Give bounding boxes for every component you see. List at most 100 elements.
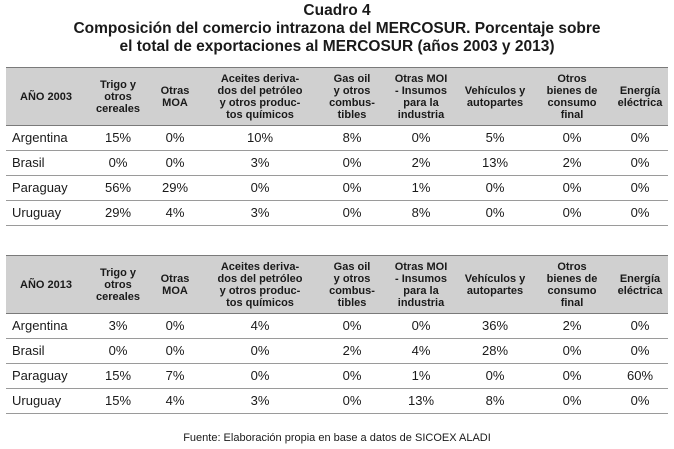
column-header-line: MOA xyxy=(162,96,188,109)
value-cell: 0% xyxy=(612,175,668,201)
country-cell: Argentina xyxy=(6,125,86,151)
column-header: Otras MOA xyxy=(150,255,200,314)
value-cell: 0% xyxy=(532,363,612,389)
column-header-line: Otras MOI xyxy=(394,260,448,273)
table-row: Paraguay 56% 29% 0% 0% 1% 0% 0% 0% xyxy=(6,175,668,201)
value-cell: 29% xyxy=(86,200,150,226)
column-header-line: - Insumos xyxy=(395,272,447,285)
column-header-line: Trigo y xyxy=(99,78,137,91)
column-header: Otros bienes de consumo final xyxy=(532,67,612,126)
table-header-row: AÑO 2013 Trigo y otros cereales Otras MOA Acei… xyxy=(6,255,668,314)
value-cell: 3% xyxy=(200,200,320,226)
value-cell: 60% xyxy=(612,363,668,389)
value-cell: 0% xyxy=(320,200,384,226)
column-header-line: y otros xyxy=(333,84,371,97)
column-header: Gas oil y otros combus-tibles xyxy=(320,255,384,314)
value-cell: 0% xyxy=(612,200,668,226)
column-header-line: eléctrica xyxy=(617,284,663,297)
column-header-line: industria xyxy=(397,296,445,309)
column-header-line: otros xyxy=(104,90,132,103)
column-header-line: Vehículos y xyxy=(464,84,526,97)
column-header-line: tos químicos xyxy=(226,108,294,121)
value-cell: 2% xyxy=(384,150,458,176)
value-cell: 0% xyxy=(200,338,320,364)
value-cell: 5% xyxy=(458,125,532,151)
column-header: Energía eléctrica xyxy=(612,67,668,126)
column-header-line: eléctrica xyxy=(617,96,663,109)
column-header-line: tibles xyxy=(337,108,367,121)
table-row: Paraguay 15% 7% 0% 0% 1% 0% 0% 60% xyxy=(6,363,668,389)
table-title-line-1: Composición del comercio intrazona del M… xyxy=(73,20,601,37)
country-cell: Uruguay xyxy=(6,388,86,414)
column-header-line: Trigo y xyxy=(99,266,137,279)
value-cell: 0% xyxy=(612,125,668,151)
year-label: AÑO 2003 xyxy=(6,67,86,126)
column-header-line: bienes de xyxy=(546,84,598,97)
column-header: Otros bienes de consumo final xyxy=(532,255,612,314)
column-header-line: consumo xyxy=(547,96,597,109)
column-header-line: otros xyxy=(104,278,132,291)
value-cell: 0% xyxy=(150,125,200,151)
table-body: Argentina 3% 0% 4% 0% 0% 36% 2% 0% Brasil 0% 0% 0% 2%… xyxy=(6,313,668,414)
column-header: Trigo y otros cereales xyxy=(86,67,150,126)
column-header-line: autopartes xyxy=(466,96,524,109)
value-cell: 13% xyxy=(458,150,532,176)
value-cell: 8% xyxy=(320,125,384,151)
value-cell: 15% xyxy=(86,363,150,389)
value-cell: 2% xyxy=(532,313,612,339)
column-header-line: Energía xyxy=(619,272,661,285)
value-cell: 4% xyxy=(150,200,200,226)
value-cell: 0% xyxy=(458,200,532,226)
value-cell: 15% xyxy=(86,388,150,414)
year-label: AÑO 2013 xyxy=(6,255,86,314)
table-2013: AÑO 2013 Trigo y otros cereales Otras MOA Acei… xyxy=(6,255,668,414)
column-header: Aceites deriva-dos del petróleo y otros p… xyxy=(200,67,320,126)
column-header-line: cereales xyxy=(95,102,141,115)
value-cell: 0% xyxy=(384,125,458,151)
country-cell: Uruguay xyxy=(6,200,86,226)
column-header: Aceites deriva-dos del petróleo y otros p… xyxy=(200,255,320,314)
table-row: Brasil 0% 0% 3% 0% 2% 13% 2% 0% xyxy=(6,150,668,176)
table-heading: Cuadro 4 Composición del comercio intraz… xyxy=(0,0,674,56)
column-header-line: Gas oil xyxy=(333,260,371,273)
value-cell: 0% xyxy=(150,338,200,364)
column-header-line: y otros produc- xyxy=(219,284,301,297)
column-header-line: autopartes xyxy=(466,284,524,297)
column-header-line: y otros xyxy=(333,272,371,285)
value-cell: 0% xyxy=(150,313,200,339)
country-cell: Argentina xyxy=(6,313,86,339)
value-cell: 3% xyxy=(200,150,320,176)
value-cell: 7% xyxy=(150,363,200,389)
country-cell: Brasil xyxy=(6,150,86,176)
column-header-line: Otras MOI xyxy=(394,72,448,85)
value-cell: 0% xyxy=(320,150,384,176)
table-header-row: AÑO 2003 Trigo y otros cereales Otras MOA Acei… xyxy=(6,67,668,126)
table-number: Cuadro 4 xyxy=(303,2,371,19)
table-row: Argentina 3% 0% 4% 0% 0% 36% 2% 0% xyxy=(6,313,668,339)
value-cell: 29% xyxy=(150,175,200,201)
value-cell: 0% xyxy=(384,313,458,339)
column-header: Otras MOA xyxy=(150,67,200,126)
column-header-line: final xyxy=(560,296,584,309)
column-header-line: industria xyxy=(397,108,445,121)
column-header-line: Otras xyxy=(160,84,190,97)
value-cell: 0% xyxy=(86,338,150,364)
table-row: Uruguay 15% 4% 3% 0% 13% 8% 0% 0% xyxy=(6,388,668,414)
column-header-line: Vehículos y xyxy=(464,272,526,285)
value-cell: 56% xyxy=(86,175,150,201)
column-header-line: cereales xyxy=(95,290,141,303)
column-header: Trigo y otros cereales xyxy=(86,255,150,314)
value-cell: 4% xyxy=(384,338,458,364)
value-cell: 0% xyxy=(458,175,532,201)
value-cell: 2% xyxy=(320,338,384,364)
value-cell: 1% xyxy=(384,175,458,201)
value-cell: 0% xyxy=(612,313,668,339)
column-header-line: para la xyxy=(403,284,439,297)
column-header: Vehículos y autopartes xyxy=(458,67,532,126)
column-header-line: Aceites deriva- xyxy=(220,260,300,273)
country-cell: Brasil xyxy=(6,338,86,364)
value-cell: 3% xyxy=(86,313,150,339)
value-cell: 0% xyxy=(320,313,384,339)
column-header-line: para la xyxy=(403,96,439,109)
